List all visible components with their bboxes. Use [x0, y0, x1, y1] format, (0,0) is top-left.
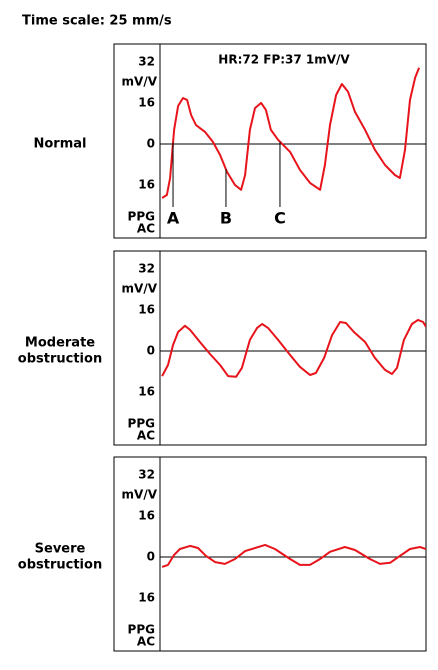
y-tick-label: 0: [147, 136, 155, 150]
marker-label: C: [274, 209, 286, 228]
channel-label: PPG: [128, 417, 155, 431]
y-tick-label: 32: [138, 54, 155, 68]
channel-label: PPG: [128, 623, 155, 637]
y-tick-label: 0: [147, 549, 155, 563]
y-tick-label: 16: [138, 302, 155, 316]
y-tick-label: 16: [138, 384, 155, 398]
figure-title: Time scale: 25 mm/s: [22, 14, 172, 29]
channel-label: AC: [137, 635, 155, 649]
y-axis-label: mV/V: [122, 282, 158, 296]
panel-frame: [113, 456, 427, 652]
panel-frame: [113, 250, 427, 446]
y-tick-label: 16: [138, 177, 155, 191]
marker-label: A: [167, 209, 180, 228]
annotation: HR:72 FP:37 1mV/V: [218, 53, 350, 67]
y-axis-label: mV/V: [122, 488, 158, 502]
row-label: Moderate: [25, 336, 95, 351]
waveform: [161, 67, 421, 199]
y-tick-label: 32: [138, 467, 155, 481]
waveform: [161, 318, 426, 378]
row-label: Severe: [35, 542, 86, 557]
y-tick-label: 16: [138, 590, 155, 604]
row-label: obstruction: [18, 558, 102, 573]
y-tick-label: 32: [138, 261, 155, 275]
y-tick-label: 16: [138, 508, 155, 522]
channel-label: AC: [137, 222, 155, 236]
channel-label: PPG: [128, 210, 155, 224]
row-label: obstruction: [18, 352, 102, 367]
channel-label: AC: [137, 429, 155, 443]
row-label: Normal: [34, 137, 87, 152]
y-tick-label: 0: [147, 343, 155, 357]
marker-label: B: [220, 209, 232, 228]
waveform: [161, 543, 426, 568]
y-tick-label: 16: [138, 95, 155, 109]
y-axis-label: mV/V: [122, 75, 158, 89]
panel-frame: [113, 43, 427, 239]
